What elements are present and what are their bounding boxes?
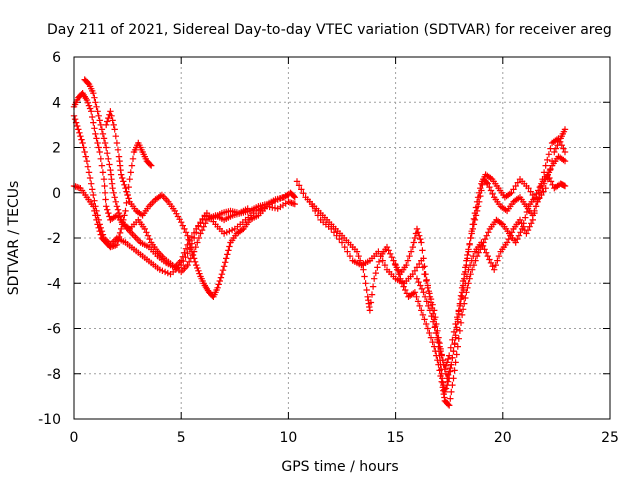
series-track-7 [306, 126, 569, 382]
grid-lines [74, 57, 610, 419]
x-tick-label: 15 [387, 430, 405, 446]
x-tick-label: 0 [70, 430, 79, 446]
x-axis-label: GPS time / hours [281, 459, 398, 475]
series-track-1 [70, 90, 298, 276]
plus-markers [70, 90, 298, 276]
y-tick-label: 2 [52, 141, 61, 157]
plus-markers [392, 171, 569, 409]
plus-markers [293, 153, 569, 396]
series-track-4 [103, 108, 292, 300]
chart-title: Day 211 of 2021, Sidereal Day-to-day VTE… [47, 22, 612, 38]
plus-markers [103, 108, 292, 300]
x-tick-label: 25 [601, 430, 619, 446]
y-tick-label: 6 [52, 50, 61, 66]
x-tick-labels: 0 5 10 15 20 25 [70, 430, 619, 446]
y-tick-label: -8 [47, 367, 61, 383]
y-tick-label: -2 [47, 231, 61, 247]
y-tick-label: -4 [47, 276, 61, 292]
series-track-6 [293, 153, 569, 396]
plus-markers [413, 135, 569, 373]
plus-markers [306, 126, 569, 382]
y-tick-label: -10 [38, 412, 61, 428]
x-tick-label: 10 [279, 430, 297, 446]
data-marks [70, 76, 569, 409]
x-tick-label: 5 [177, 430, 186, 446]
series-track-8 [392, 171, 569, 409]
y-tick-labels: -10 -8 -6 -4 -2 0 2 4 6 [38, 50, 61, 428]
series-track-9 [413, 135, 569, 373]
y-tick-label: -6 [47, 322, 61, 338]
x-tick-label: 20 [494, 430, 512, 446]
y-tick-label: 0 [52, 186, 61, 202]
plot-frame [73, 56, 611, 420]
y-tick-label: 4 [52, 95, 61, 111]
y-axis-label: SDTVAR / TECUs [6, 181, 22, 296]
